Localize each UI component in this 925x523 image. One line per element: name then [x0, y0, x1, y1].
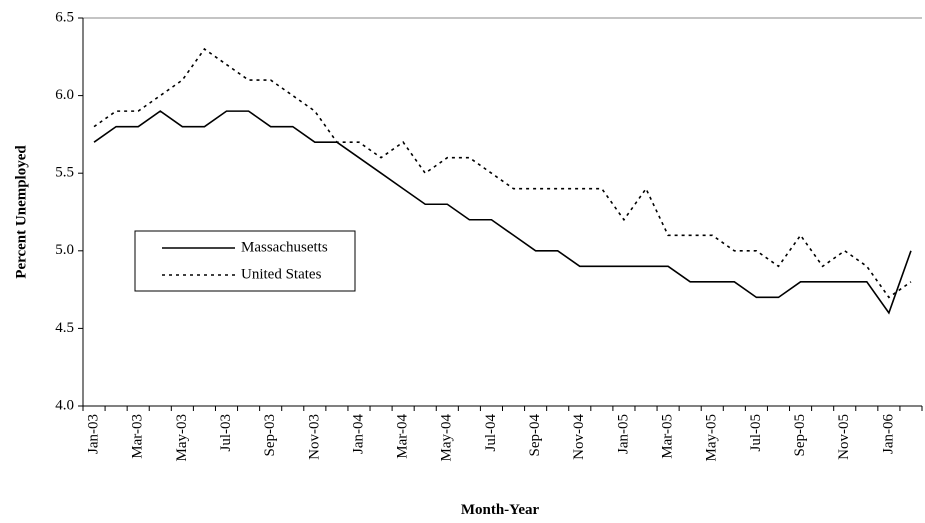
- x-tick-label: Sep-03: [262, 414, 278, 457]
- y-tick-label: 5.5: [55, 165, 74, 181]
- x-tick-label: Jan-03: [85, 414, 101, 454]
- x-tick-label: Jul-03: [218, 414, 234, 452]
- x-tick-label: May-05: [704, 414, 720, 462]
- x-tick-label: Jan-06: [880, 414, 896, 454]
- y-tick-label: 5.0: [55, 242, 74, 258]
- x-axis-title: Month-Year: [461, 502, 540, 518]
- line-series: [93, 110, 912, 315]
- x-tick-label: Jul-05: [748, 414, 764, 452]
- x-tick-label: Sep-04: [527, 414, 543, 457]
- y-tick-label: 6.5: [55, 9, 74, 25]
- x-tick-label: May-03: [174, 414, 190, 462]
- y-axis-title: Percent Unemployed: [13, 145, 29, 279]
- legend-box: [134, 230, 356, 292]
- x-tick-label: Jan-05: [615, 414, 631, 454]
- x-tick-label: Mar-03: [130, 414, 146, 459]
- legend-label: Massachusetts: [241, 239, 328, 255]
- legend-label: United States: [241, 266, 322, 282]
- y-tick-label: 6.0: [55, 87, 74, 103]
- x-tick-label: Mar-05: [660, 414, 676, 459]
- y-tick-label: 4.5: [55, 320, 74, 336]
- x-tick-label: Nov-05: [836, 414, 852, 460]
- line-series: [93, 47, 912, 299]
- x-tick-label: Sep-05: [792, 414, 808, 457]
- x-tick-label: Jul-04: [483, 414, 499, 452]
- x-tick-label: May-04: [439, 414, 455, 462]
- x-tick-label: Mar-04: [395, 414, 411, 459]
- x-tick-label: Nov-04: [571, 414, 587, 460]
- x-tick-label: Jan-04: [350, 414, 366, 454]
- y-tick-label: 4.0: [55, 397, 74, 413]
- x-tick-label: Nov-03: [306, 414, 322, 460]
